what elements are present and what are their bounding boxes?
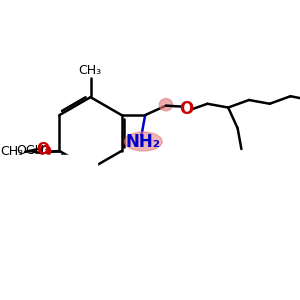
Text: NH₂: NH₂: [126, 133, 161, 151]
Text: O: O: [36, 142, 49, 157]
Text: O: O: [38, 145, 51, 160]
Text: CH₃: CH₃: [1, 146, 24, 158]
Bar: [22, 155, 97, 183]
Text: CH₃: CH₃: [78, 64, 101, 77]
Ellipse shape: [124, 132, 162, 151]
Text: OCH₃: OCH₃: [16, 144, 49, 158]
Ellipse shape: [159, 99, 172, 111]
Text: O: O: [180, 100, 194, 118]
